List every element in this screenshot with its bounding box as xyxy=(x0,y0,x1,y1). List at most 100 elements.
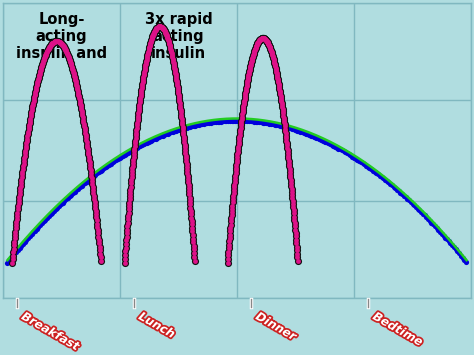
Point xyxy=(335,146,342,151)
Point xyxy=(367,166,375,172)
Point xyxy=(275,81,283,87)
Point xyxy=(46,43,54,49)
Point xyxy=(79,115,87,120)
Point xyxy=(270,56,277,62)
Point xyxy=(167,47,174,53)
Point xyxy=(172,70,179,76)
Point xyxy=(84,147,91,152)
Point xyxy=(267,121,275,127)
Point xyxy=(186,201,194,207)
Point xyxy=(131,146,139,152)
Point xyxy=(180,134,188,140)
Point xyxy=(54,38,61,44)
Point xyxy=(279,106,286,112)
Point xyxy=(179,126,187,132)
Point xyxy=(265,43,273,48)
Point xyxy=(229,197,237,202)
Point xyxy=(379,175,387,181)
Point xyxy=(242,118,249,124)
Point xyxy=(173,128,180,133)
Point xyxy=(45,213,53,219)
Point xyxy=(59,43,67,49)
Point xyxy=(161,28,168,33)
Point xyxy=(277,95,285,100)
Point xyxy=(79,117,87,122)
Point xyxy=(173,79,181,84)
Point xyxy=(275,81,283,87)
Point xyxy=(283,143,291,148)
Point xyxy=(171,65,178,71)
Point xyxy=(50,39,57,45)
Point xyxy=(54,38,62,44)
Point xyxy=(39,59,47,64)
Point xyxy=(147,138,155,144)
Point xyxy=(95,169,102,175)
Point xyxy=(28,105,36,111)
Point xyxy=(56,39,64,45)
Point xyxy=(254,41,261,47)
Point xyxy=(54,38,62,44)
Point xyxy=(254,39,262,45)
Point xyxy=(268,50,276,56)
Point xyxy=(83,144,91,150)
Point xyxy=(150,31,157,37)
Point xyxy=(221,119,228,124)
Point xyxy=(284,153,292,158)
Point xyxy=(140,71,148,76)
Point xyxy=(171,67,179,72)
Point xyxy=(165,40,173,46)
Point xyxy=(133,145,140,151)
Point xyxy=(224,252,232,258)
Point xyxy=(288,192,296,198)
Point xyxy=(288,186,295,192)
Point xyxy=(140,74,147,80)
Point xyxy=(179,129,187,135)
Point xyxy=(48,41,55,47)
Point xyxy=(93,221,101,226)
Point xyxy=(289,195,296,201)
Point xyxy=(362,163,370,168)
Point xyxy=(278,103,286,108)
Point xyxy=(234,149,242,154)
Point xyxy=(66,58,74,64)
Point xyxy=(62,47,69,52)
Point xyxy=(158,24,165,30)
Point xyxy=(224,252,232,258)
Point xyxy=(246,119,254,124)
Point xyxy=(164,37,172,42)
Point xyxy=(341,149,349,155)
Point xyxy=(187,211,195,217)
Point xyxy=(21,148,29,153)
Point xyxy=(53,38,60,44)
Point xyxy=(152,26,160,32)
Point xyxy=(228,209,236,215)
Point xyxy=(229,193,237,199)
Point xyxy=(292,234,300,239)
Point xyxy=(259,36,267,41)
Point xyxy=(23,136,31,141)
Point xyxy=(182,153,190,158)
Point xyxy=(233,159,240,165)
Point xyxy=(66,57,73,63)
Point xyxy=(174,84,182,90)
Point xyxy=(231,173,239,179)
Point xyxy=(32,89,39,95)
Point xyxy=(127,187,134,192)
Point xyxy=(244,76,252,81)
Point xyxy=(288,192,296,198)
Point xyxy=(66,59,74,65)
Point xyxy=(245,72,252,78)
Point xyxy=(58,42,66,47)
Point xyxy=(133,127,140,133)
Point xyxy=(124,150,132,155)
Point xyxy=(88,176,95,181)
Point xyxy=(253,42,261,47)
Point xyxy=(75,95,83,101)
Point xyxy=(121,152,128,158)
Point xyxy=(160,27,167,32)
Point xyxy=(279,106,286,112)
Point xyxy=(137,87,145,93)
Point xyxy=(11,229,19,235)
Point xyxy=(146,41,154,47)
Point xyxy=(148,36,155,42)
